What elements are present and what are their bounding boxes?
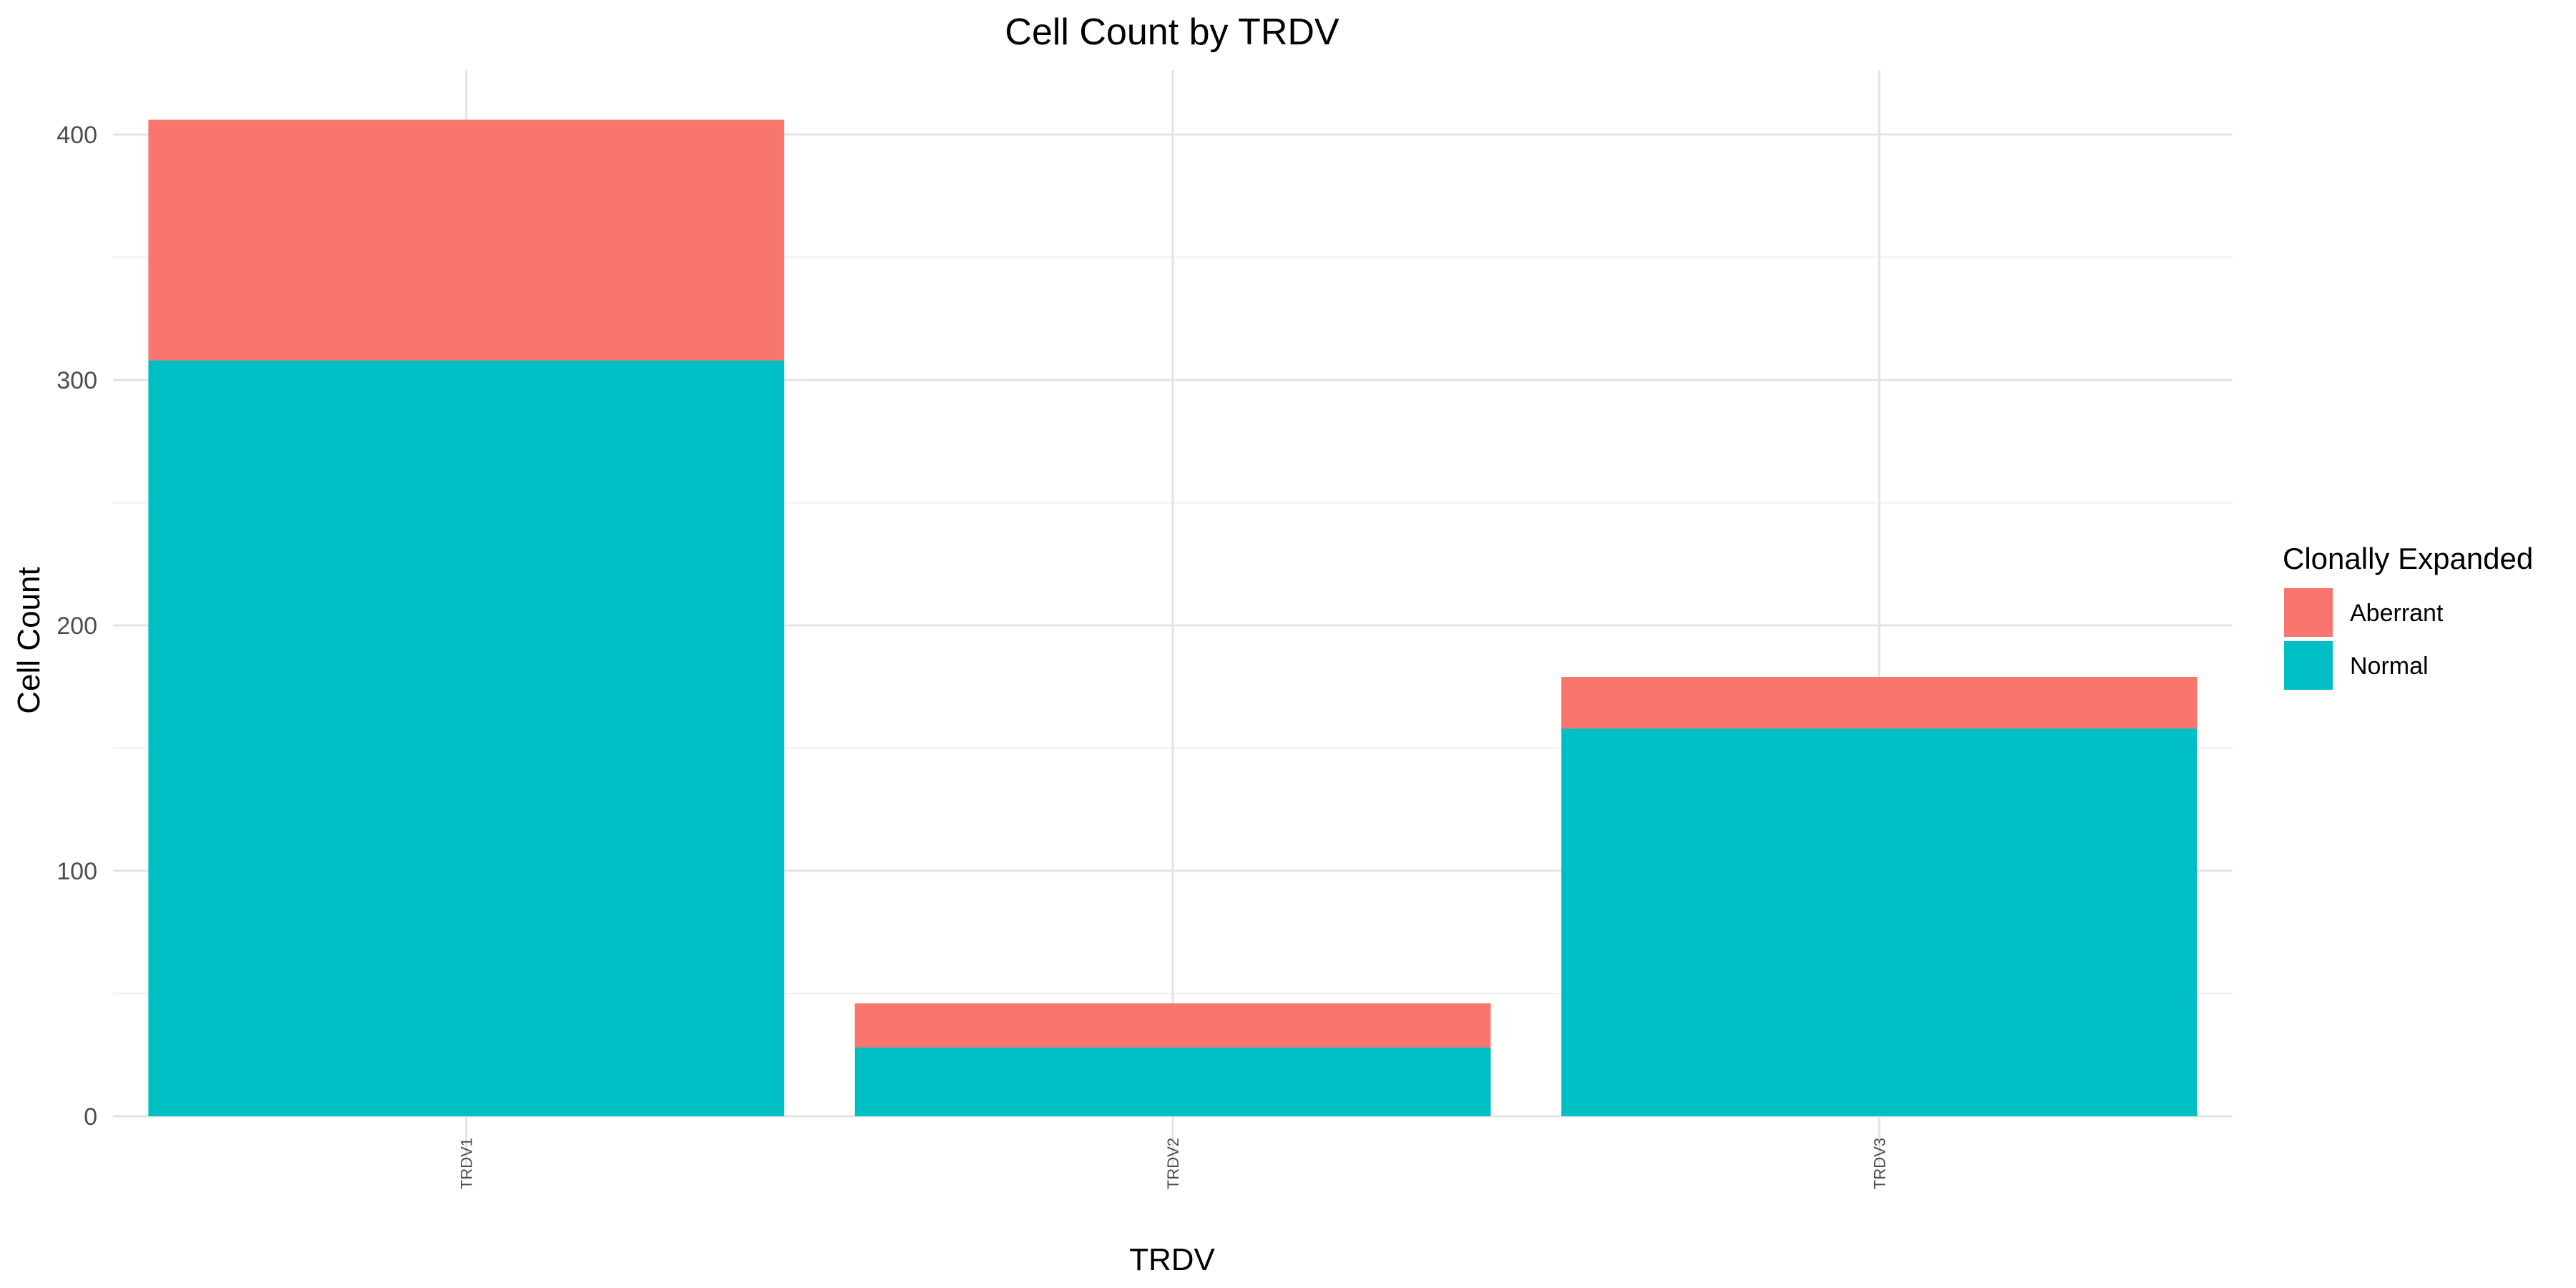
y-axis-title: Cell Count — [11, 567, 47, 713]
y-tick-label: 200 — [57, 613, 97, 640]
chart-title: Cell Count by TRDV — [1005, 11, 1340, 53]
bar-trdv2-aberrant — [854, 1003, 1491, 1048]
x-axis-title: TRDV — [1129, 1242, 1215, 1277]
bar-trdv1-aberrant — [148, 119, 784, 361]
legend-label-aberrant: Aberrant — [2350, 600, 2444, 627]
legend-key-aberrant — [2284, 588, 2333, 637]
bar-trdv3-normal — [1561, 728, 2197, 1116]
y-tick-label: 300 — [57, 367, 97, 394]
legend-items: Aberrant Normal — [2284, 588, 2444, 690]
legend-key-normal — [2284, 641, 2333, 690]
x-tick-label: TRDV1 — [458, 1138, 476, 1189]
y-tick-labels: 0 100 200 300 400 — [57, 122, 97, 1131]
legend-title: Clonally Expanded — [2283, 542, 2533, 575]
y-tick-label: 100 — [57, 858, 97, 885]
legend-label-normal: Normal — [2350, 653, 2429, 680]
legend: Clonally Expanded Aberrant Normal — [2283, 542, 2533, 690]
bars — [148, 119, 2197, 1116]
bar-trdv3-aberrant — [1561, 677, 2197, 729]
y-tick-label: 400 — [57, 122, 97, 149]
bar-trdv1-normal — [148, 360, 784, 1116]
bar-trdv2-normal — [854, 1047, 1491, 1116]
x-tick-label: TRDV3 — [1870, 1138, 1888, 1189]
x-tick-labels: TRDV1 TRDV2 TRDV3 — [458, 1138, 1889, 1189]
x-tick-label: TRDV2 — [1164, 1138, 1182, 1189]
y-tick-label: 0 — [84, 1103, 97, 1131]
